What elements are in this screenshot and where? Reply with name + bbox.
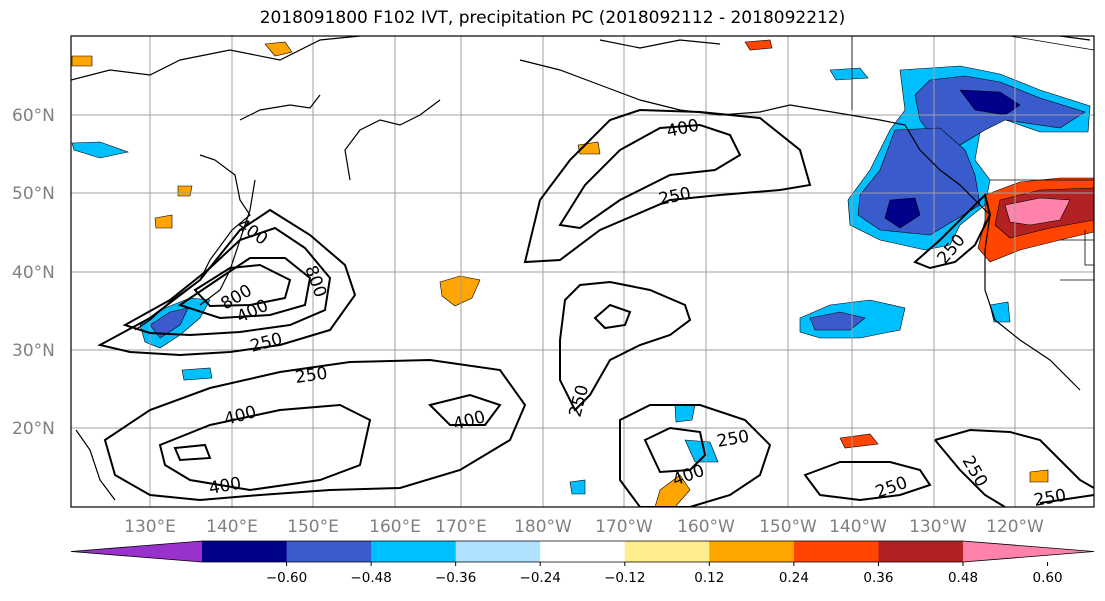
lon-label: 140°E xyxy=(206,517,258,537)
contour-250-south xyxy=(619,404,772,507)
lat-label: 30°N xyxy=(12,341,55,361)
lat-label: 40°N xyxy=(12,263,55,283)
colorbar-swatch xyxy=(540,541,626,562)
colorbar-tick-label: −0.60 xyxy=(266,570,307,586)
lon-label: 150°E xyxy=(287,517,339,537)
lat-label: 20°N xyxy=(12,419,55,439)
lon-label: 120°W xyxy=(986,517,1044,537)
lat-label: 60°N xyxy=(12,106,55,126)
colorbar-tick-label: 0.60 xyxy=(1033,570,1063,586)
colorbar-swatch xyxy=(709,541,795,562)
contour-label: 250 xyxy=(294,364,329,388)
colorbar-tick-label: 0.12 xyxy=(694,570,724,586)
contour-label: 250 xyxy=(1032,486,1067,511)
borders xyxy=(851,36,1094,281)
contour-250-north xyxy=(523,108,812,264)
colorbar-tick-label: −0.12 xyxy=(604,570,645,586)
colorbar-tick-label: −0.36 xyxy=(435,570,476,586)
lon-label: 140°W xyxy=(829,517,887,537)
colorbar-extend-low xyxy=(71,541,202,562)
lon-label: 150°W xyxy=(759,517,817,537)
colorbar: −0.60 −0.48 −0.36 −0.24 −0.12 0.12 0.24 0.36 0.4… xyxy=(70,540,1095,586)
contour-250-center xyxy=(559,280,692,412)
colorbar-tick-label: −0.24 xyxy=(520,570,561,586)
contour-250-coast xyxy=(913,193,992,270)
lon-label: 160°E xyxy=(369,517,421,537)
lon-label: 180°W xyxy=(514,517,572,537)
map-plot-area: 400 400 800 800 250 250 250 400 400 400 … xyxy=(71,36,1094,511)
colorbar-tick-label: −0.48 xyxy=(350,570,391,586)
colorbar-swatch xyxy=(286,541,372,562)
colorbar-swatch xyxy=(793,541,879,562)
colorbar-swatch xyxy=(624,541,710,562)
colorbar-swatch xyxy=(371,541,457,562)
contour-400-band xyxy=(158,403,372,492)
lon-label: 130°W xyxy=(909,517,967,537)
colorbar-tick-label: 0.24 xyxy=(779,570,809,586)
map-frame xyxy=(70,35,1095,508)
colorbar-tick-label: 0.48 xyxy=(948,570,978,586)
colorbar-swatch xyxy=(878,541,964,562)
contour-400-west xyxy=(122,226,332,337)
coastlines xyxy=(71,36,1091,501)
map-title: 2018091800 F102 IVT, precipitation PC (2… xyxy=(259,8,846,28)
contour-800-west xyxy=(177,257,312,320)
lon-label: 130°E xyxy=(124,517,176,537)
latitude-labels: 60°N 50°N 40°N 30°N 20°N xyxy=(12,106,55,439)
longitude-labels: 130°E 140°E 150°E 160°E 170°E 180°W 170°… xyxy=(124,517,1044,537)
lon-label: 170°W xyxy=(595,517,653,537)
contour-250-band xyxy=(103,358,527,502)
colorbar-swatch xyxy=(455,541,541,562)
ivt-contours xyxy=(97,108,1094,507)
lon-label: 160°W xyxy=(677,517,735,537)
colorbar-extend-high xyxy=(963,541,1094,562)
contour-400-north xyxy=(558,123,742,230)
lat-label: 50°N xyxy=(12,184,55,204)
lon-label: 170°E xyxy=(435,517,487,537)
colorbar-tick-label: 0.36 xyxy=(863,570,893,586)
colorbar-swatch xyxy=(202,541,288,562)
